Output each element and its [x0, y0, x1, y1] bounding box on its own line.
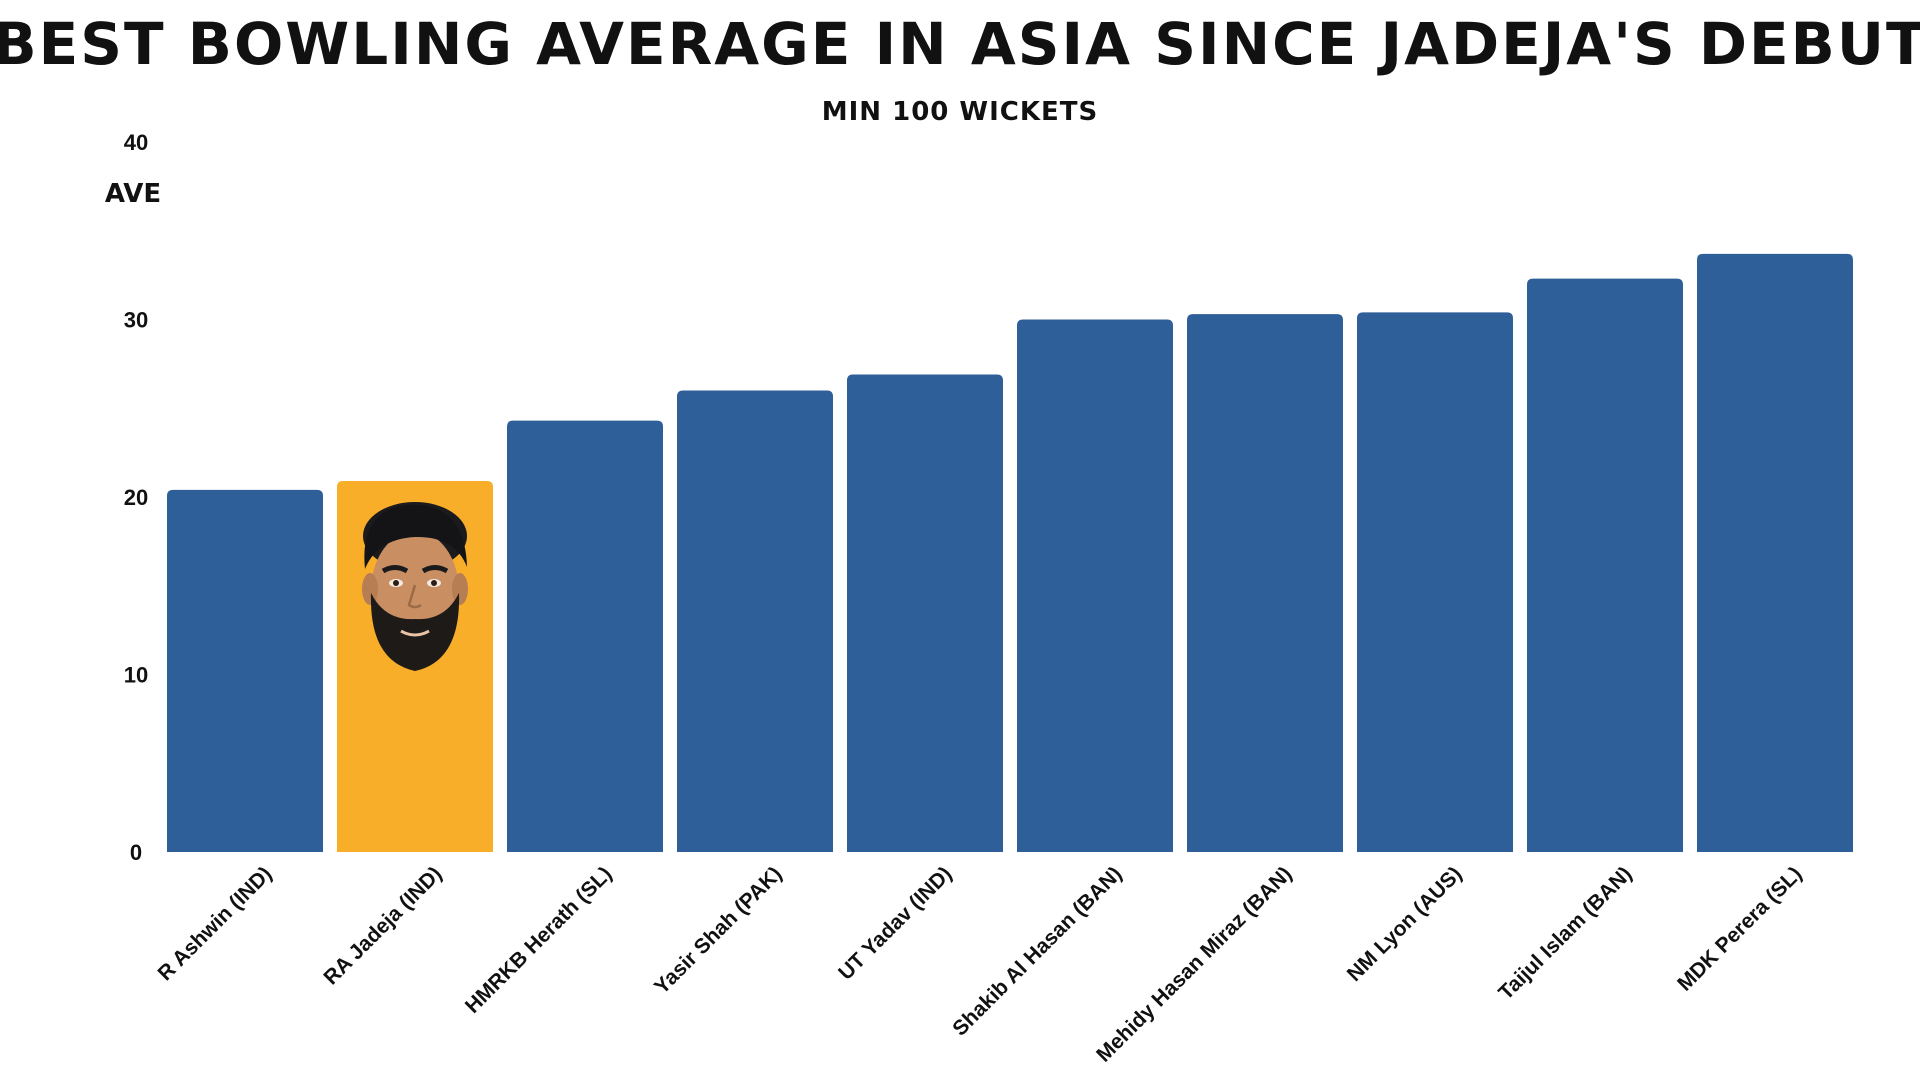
bar [1527, 278, 1683, 852]
x-tick-label: Shakib Al Hasan (BAN) [948, 862, 1126, 1040]
bar [167, 489, 323, 852]
x-tick-label: UT Yadav (IND) [834, 862, 956, 984]
bar [1357, 312, 1513, 852]
y-tick-label: 20 [124, 485, 148, 510]
y-tick-label: 40 [124, 130, 148, 155]
x-tick-label: HMRKB Herath (SL) [461, 862, 617, 1018]
chart-subtitle: MIN 100 WICKETS [822, 97, 1099, 127]
player-face-icon [362, 502, 468, 672]
x-axis-ticks: R Ashwin (IND) RA Jadeja (IND) HMRKB Herat… [154, 862, 1807, 1066]
y-axis-label: AVE [105, 179, 161, 209]
x-tick-label: Yasir Shah (PAK) [650, 862, 786, 998]
bar [1697, 253, 1853, 852]
bar [847, 374, 1003, 852]
bar [507, 420, 663, 852]
x-tick-label: NM Lyon (AUS) [1343, 862, 1467, 986]
bars-group [167, 253, 1853, 852]
y-tick-label: 0 [130, 840, 142, 865]
y-tick-label: 30 [124, 308, 148, 333]
chart-title: BEST BOWLING AVERAGE IN ASIA SINCE JADEJ… [0, 10, 1920, 78]
bar [1187, 314, 1343, 852]
bar [677, 390, 833, 852]
bar [1017, 319, 1173, 852]
y-axis-ticks: 0 10 20 30 40 [124, 130, 148, 865]
y-tick-label: 10 [124, 663, 148, 688]
x-tick-label: RA Jadeja (IND) [319, 862, 446, 989]
x-tick-label: MDK Perera (SL) [1673, 862, 1806, 995]
x-tick-label: Taijul Islam (BAN) [1494, 862, 1636, 1004]
x-tick-label: R Ashwin (IND) [154, 862, 277, 985]
x-tick-label: Mehidy Hasan Miraz (BAN) [1092, 862, 1296, 1066]
